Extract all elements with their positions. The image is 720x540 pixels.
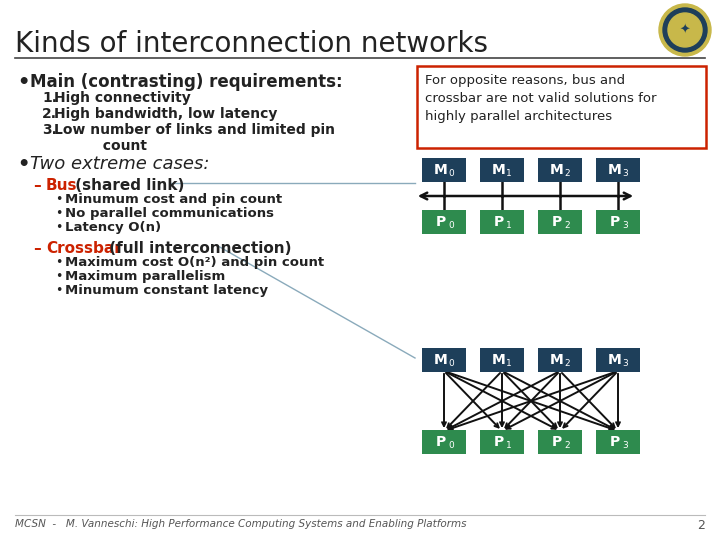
Text: Two extreme cases:: Two extreme cases: <box>30 155 210 173</box>
Text: P: P <box>494 435 504 449</box>
Text: 3: 3 <box>622 220 628 230</box>
Text: P: P <box>552 435 562 449</box>
Text: •: • <box>55 270 63 283</box>
Text: M: M <box>608 163 622 177</box>
Text: Minumum cost and pin count: Minumum cost and pin count <box>65 193 282 206</box>
Text: M: M <box>550 163 564 177</box>
Text: M: M <box>434 353 448 367</box>
Text: M: M <box>608 353 622 367</box>
Text: 1.: 1. <box>42 91 57 105</box>
Text: P: P <box>436 215 446 229</box>
Text: High connectivity: High connectivity <box>54 91 191 105</box>
FancyBboxPatch shape <box>422 348 466 372</box>
FancyBboxPatch shape <box>422 430 466 454</box>
Text: Maximum cost O(n²) and pin count: Maximum cost O(n²) and pin count <box>65 256 324 269</box>
FancyBboxPatch shape <box>480 430 524 454</box>
Circle shape <box>659 4 711 56</box>
Text: P: P <box>494 215 504 229</box>
Text: P: P <box>610 215 620 229</box>
Text: 2.: 2. <box>42 107 57 121</box>
Text: Crossbar: Crossbar <box>46 241 122 256</box>
Text: 3.: 3. <box>42 123 57 137</box>
FancyBboxPatch shape <box>480 158 524 182</box>
Text: 0: 0 <box>448 441 454 449</box>
FancyBboxPatch shape <box>596 210 640 234</box>
Circle shape <box>663 8 707 52</box>
Text: M: M <box>434 163 448 177</box>
Text: 2: 2 <box>697 519 705 532</box>
Text: –: – <box>33 241 41 256</box>
Text: 3: 3 <box>622 441 628 449</box>
Text: 2: 2 <box>564 359 570 368</box>
Text: M: M <box>492 163 506 177</box>
Text: •: • <box>17 73 30 92</box>
FancyBboxPatch shape <box>538 210 582 234</box>
FancyBboxPatch shape <box>422 210 466 234</box>
Text: 0: 0 <box>448 220 454 230</box>
Text: For opposite reasons, bus and
crossbar are not valid solutions for
highly parall: For opposite reasons, bus and crossbar a… <box>425 74 657 123</box>
Text: 3: 3 <box>622 168 628 178</box>
FancyBboxPatch shape <box>480 348 524 372</box>
FancyBboxPatch shape <box>480 210 524 234</box>
Text: Bus: Bus <box>46 178 78 193</box>
Text: 2: 2 <box>564 441 570 449</box>
Text: P: P <box>552 215 562 229</box>
Text: 1: 1 <box>506 441 512 449</box>
Text: 0: 0 <box>448 359 454 368</box>
Text: •: • <box>17 155 30 174</box>
Text: M: M <box>550 353 564 367</box>
FancyBboxPatch shape <box>538 158 582 182</box>
FancyBboxPatch shape <box>538 430 582 454</box>
Text: High bandwidth, low latency: High bandwidth, low latency <box>54 107 277 121</box>
Text: 2: 2 <box>564 168 570 178</box>
Text: 3: 3 <box>622 359 628 368</box>
Text: •: • <box>55 221 63 234</box>
Text: Maximum parallelism: Maximum parallelism <box>65 270 225 283</box>
Text: Low number of links and limited pin
          count: Low number of links and limited pin coun… <box>54 123 335 153</box>
Text: •: • <box>55 193 63 206</box>
Text: (shared link): (shared link) <box>70 178 184 193</box>
FancyBboxPatch shape <box>596 158 640 182</box>
Circle shape <box>668 13 702 47</box>
Text: •: • <box>55 207 63 220</box>
Text: No parallel communications: No parallel communications <box>65 207 274 220</box>
Text: P: P <box>610 435 620 449</box>
FancyBboxPatch shape <box>417 66 706 148</box>
Text: M: M <box>492 353 506 367</box>
Text: Latency O(n): Latency O(n) <box>65 221 161 234</box>
Text: Kinds of interconnection networks: Kinds of interconnection networks <box>15 30 488 58</box>
Text: 1: 1 <box>506 359 512 368</box>
Text: Minumum constant latency: Minumum constant latency <box>65 284 268 297</box>
Text: –: – <box>33 178 41 193</box>
Text: Main (contrasting) requirements:: Main (contrasting) requirements: <box>30 73 343 91</box>
Text: MCSN  -   M. Vanneschi: High Performance Computing Systems and Enabling Platform: MCSN - M. Vanneschi: High Performance Co… <box>15 519 467 529</box>
Text: •: • <box>55 284 63 297</box>
Text: (full interconnection): (full interconnection) <box>104 241 292 256</box>
Text: 1: 1 <box>506 220 512 230</box>
Text: ✦: ✦ <box>680 24 690 37</box>
Text: 2: 2 <box>564 220 570 230</box>
FancyBboxPatch shape <box>422 158 466 182</box>
FancyBboxPatch shape <box>538 348 582 372</box>
FancyBboxPatch shape <box>596 348 640 372</box>
Text: 1: 1 <box>506 168 512 178</box>
Text: 0: 0 <box>448 168 454 178</box>
FancyBboxPatch shape <box>596 430 640 454</box>
Text: •: • <box>55 256 63 269</box>
Text: P: P <box>436 435 446 449</box>
